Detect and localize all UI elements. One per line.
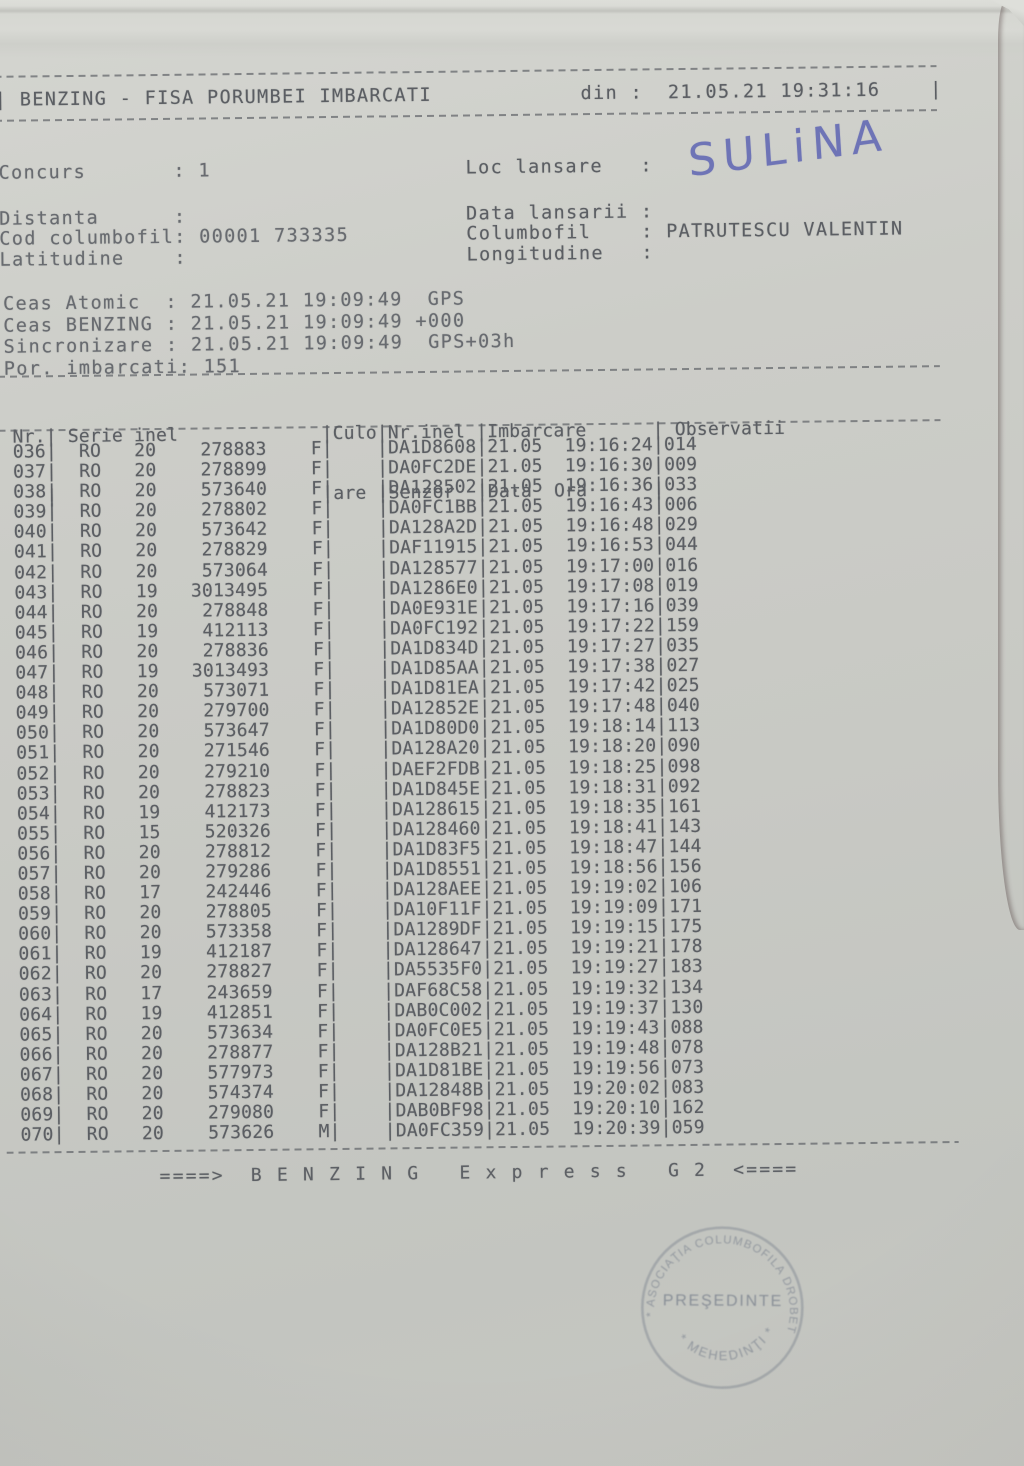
divider-dashed-under-title <box>0 109 937 122</box>
stamp-arc-bottom-text: * MEHEDINŢI * <box>674 1315 779 1368</box>
document-title: | BENZING - FISA PORUMBEI IMBARCATI <box>0 84 432 111</box>
document-header: | BENZING - FISA PORUMBEI IMBARCATI din … <box>0 79 943 111</box>
info-block-right: Loc lansare : Data lansarii : Columbofil… <box>465 154 903 266</box>
info-longitudine: Longitudine : <box>466 241 667 266</box>
clock-block: Ceas Atomic : 21.05.21 19:09:49 GPS Ceas … <box>3 288 516 380</box>
table-rows: 036| RO 20 278883 F| |DA1D8608|21.05 19:… <box>13 434 705 1146</box>
print-timestamp: din : 21.05.21 19:31:16 | <box>580 79 943 105</box>
stamp-center-text: PREŞEDINTE <box>663 1292 783 1310</box>
stamp-outer-ring <box>641 1226 804 1389</box>
info-block-left: Concurs : 1 Distanta : Cod columbofil: 00… <box>0 160 349 271</box>
stacked-paper-edges <box>0 0 1024 58</box>
info-latitudine: Latitudine : <box>0 247 200 271</box>
table-surface-right-edge <box>998 0 1024 930</box>
info-cod-columbofil: Cod columbofil: 00001 733335 <box>0 225 350 251</box>
footer-brand-line: ====> B E N Z I N G E x p r e s s G 2 <=… <box>159 1158 799 1188</box>
divider-dashed-top <box>0 65 937 78</box>
association-stamp: * ASOCIAŢIA COLUMBOFILA DROBETA * PREŞED… <box>627 1208 809 1389</box>
table-surface-bottom-edge <box>0 1440 1024 1466</box>
info-concurs: Concurs : 1 <box>0 160 212 184</box>
